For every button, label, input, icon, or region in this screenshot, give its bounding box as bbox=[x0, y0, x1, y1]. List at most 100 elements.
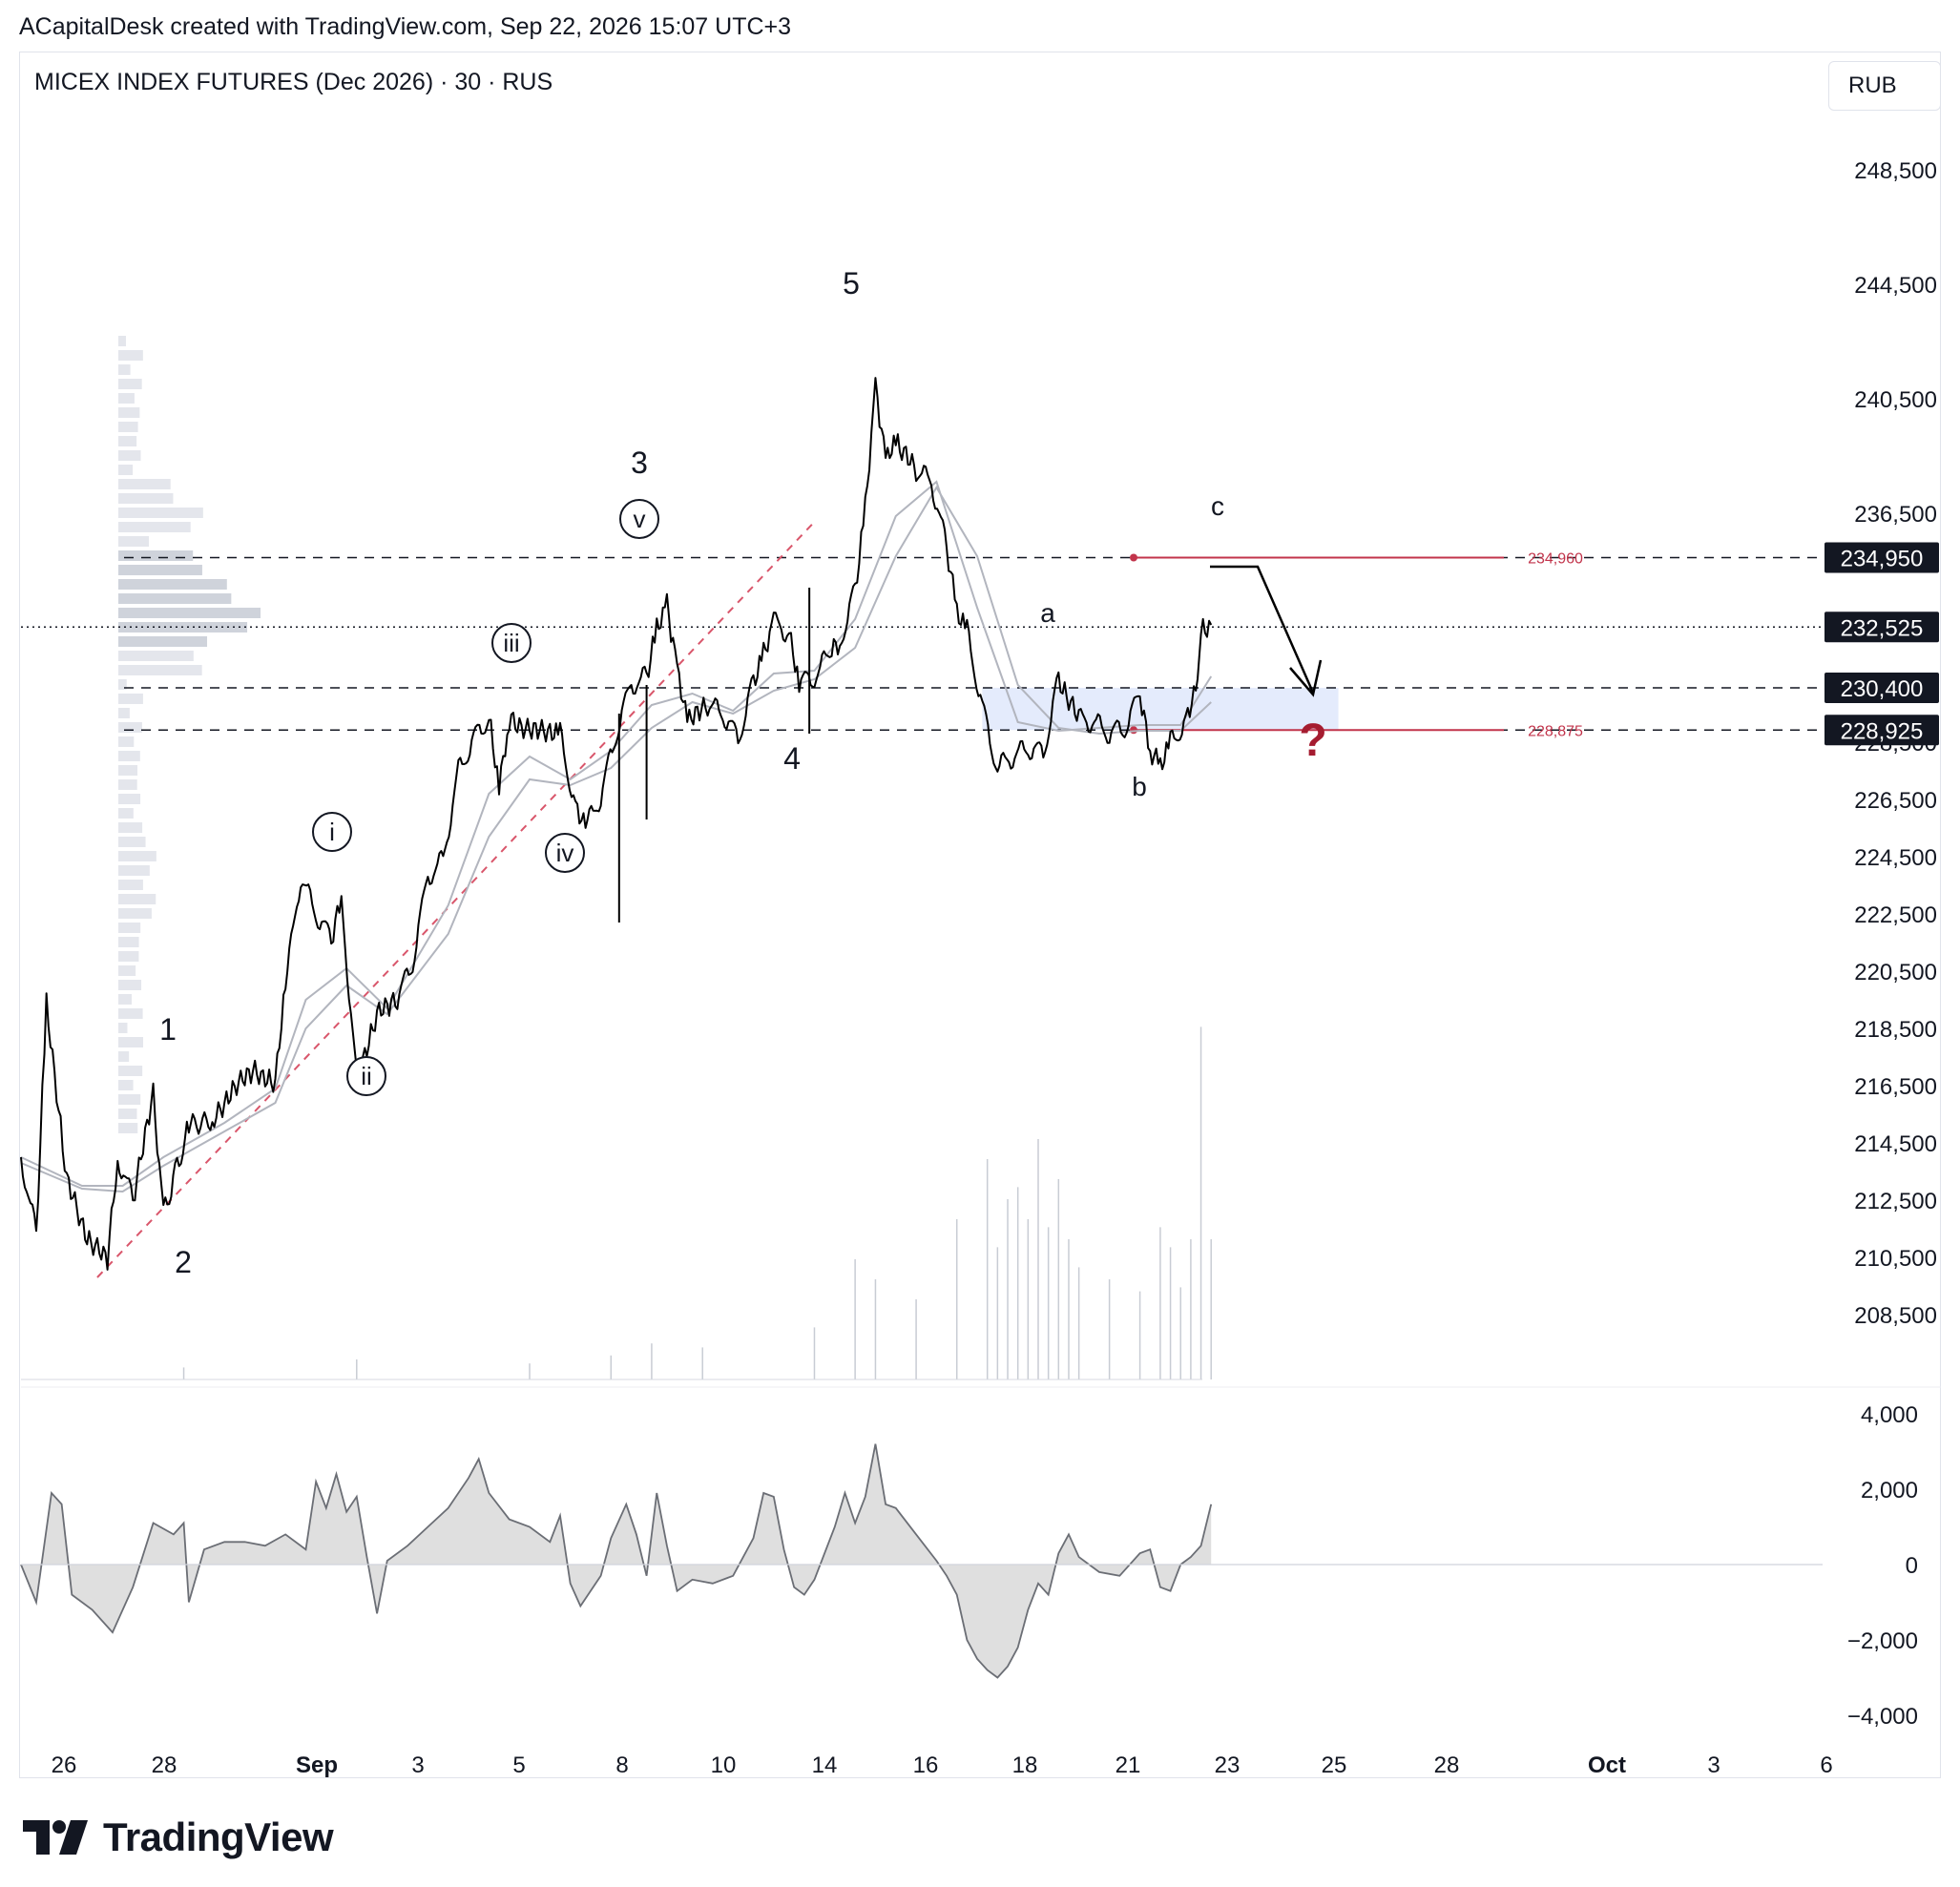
time-axis-tick: 3 bbox=[411, 1752, 424, 1778]
subwave-circle-i bbox=[312, 812, 352, 852]
volume-profile-bar bbox=[118, 422, 138, 432]
volume-profile-bar bbox=[118, 980, 142, 990]
projection-question-mark: ? bbox=[1299, 715, 1326, 766]
volume-profile-bar bbox=[118, 407, 140, 418]
red-level-anchor bbox=[1130, 726, 1137, 735]
volume-profile-bar bbox=[118, 736, 135, 747]
price-level-label: 228,925 bbox=[1841, 718, 1924, 744]
time-axis-tick: 5 bbox=[512, 1752, 525, 1778]
subwave-label-iv: iv bbox=[556, 839, 574, 867]
volume-profile-bar bbox=[118, 465, 134, 475]
volume-profile-bar bbox=[118, 536, 150, 547]
price-level-label: 232,525 bbox=[1841, 615, 1924, 641]
volume-profile-bar bbox=[118, 765, 138, 776]
oscillator-line bbox=[20, 1443, 1213, 1679]
wave-label-b: b bbox=[1132, 772, 1147, 801]
subwave-label-i: i bbox=[329, 818, 335, 846]
time-axis-tick: 28 bbox=[152, 1752, 177, 1778]
time-axis-tick: 3 bbox=[1707, 1752, 1720, 1778]
volume-profile-bar bbox=[118, 1109, 137, 1119]
subwave-circle-iv bbox=[545, 833, 585, 873]
volume-profile-bar bbox=[118, 651, 194, 661]
volume-profile-bar bbox=[118, 937, 139, 947]
volume-profile-bar bbox=[118, 908, 152, 919]
price-axis-tick: 222,500 bbox=[1854, 902, 1937, 928]
price-level-badge bbox=[1824, 612, 1939, 643]
subwave-circle-v bbox=[619, 499, 659, 539]
wave-label-4: 4 bbox=[783, 741, 801, 776]
red-level-label: 228,875 bbox=[1528, 723, 1583, 739]
volume-profile-bar bbox=[118, 1066, 143, 1076]
volume-profile-bar bbox=[118, 593, 232, 604]
price-chart[interactable]: 248,500244,500240,500236,500232,500230,5… bbox=[0, 0, 1960, 1794]
volume-profile-bar bbox=[118, 808, 134, 819]
price-axis-tick: 244,500 bbox=[1854, 273, 1937, 299]
volume-profile-bar bbox=[118, 851, 156, 861]
volume-profile-bar bbox=[118, 436, 137, 446]
time-axis-tick: 6 bbox=[1820, 1752, 1832, 1778]
volume-profile-bar bbox=[118, 1023, 128, 1033]
projection-arrow bbox=[1210, 565, 1315, 694]
volume-profile-bar bbox=[118, 350, 143, 361]
price-axis-tick: 210,500 bbox=[1854, 1246, 1937, 1272]
tradingview-logo[interactable]: TradingView bbox=[23, 1814, 334, 1859]
volume-profile-bar bbox=[118, 508, 203, 518]
volume-profile-bar bbox=[118, 751, 140, 761]
trendline bbox=[96, 521, 816, 1278]
price-axis-tick: 216,500 bbox=[1854, 1074, 1937, 1100]
price-axis-tick: 224,500 bbox=[1854, 845, 1937, 871]
oscillator-axis-tick: 0 bbox=[1906, 1553, 1918, 1579]
volume-profile-bar bbox=[118, 679, 127, 690]
price-level-label: 230,400 bbox=[1841, 676, 1924, 702]
price-axis-tick: 248,500 bbox=[1854, 158, 1937, 184]
wave-label-2: 2 bbox=[175, 1245, 192, 1279]
oscillator-axis-tick: −4,000 bbox=[1847, 1704, 1918, 1730]
time-axis-tick: 8 bbox=[615, 1752, 628, 1778]
moving-average-line bbox=[20, 486, 1212, 1193]
volume-profile-bar bbox=[118, 994, 132, 1005]
volume-profile-bar bbox=[118, 822, 143, 833]
volume-profile-bar bbox=[118, 393, 135, 404]
price-axis-tick: 214,500 bbox=[1854, 1131, 1937, 1157]
price-axis-tick: 208,500 bbox=[1854, 1303, 1937, 1329]
volume-profile-bar bbox=[118, 336, 126, 346]
oscillator-axis-tick: 4,000 bbox=[1861, 1402, 1918, 1428]
time-axis-tick: 21 bbox=[1116, 1752, 1141, 1778]
volume-profile-bar bbox=[118, 779, 137, 790]
price-axis-tick: 240,500 bbox=[1854, 387, 1937, 413]
time-axis-tick: 25 bbox=[1322, 1752, 1347, 1778]
price-axis-tick: 236,500 bbox=[1854, 502, 1937, 528]
volume-profile-bar bbox=[118, 951, 139, 962]
volume-profile-bar bbox=[118, 479, 171, 489]
volume-profile-bar bbox=[118, 880, 143, 890]
price-level-badge bbox=[1824, 542, 1939, 573]
wave-label-a: a bbox=[1040, 598, 1055, 628]
price-axis-tick: 220,500 bbox=[1854, 960, 1937, 985]
volume-profile-bar bbox=[118, 1008, 143, 1019]
red-level-anchor bbox=[1130, 553, 1137, 562]
time-axis-tick: Sep bbox=[296, 1752, 338, 1778]
volume-profile-bar bbox=[118, 1094, 141, 1105]
volume-profile-bar bbox=[118, 794, 141, 804]
symbol-title[interactable]: MICEX INDEX FUTURES (Dec 2026) · 30 · RU… bbox=[34, 69, 553, 95]
currency-button[interactable]: RUB bbox=[1828, 61, 1941, 111]
volume-profile-bar bbox=[118, 837, 146, 847]
volume-profile-bar bbox=[118, 665, 202, 675]
consolidation-zone bbox=[982, 688, 1339, 731]
oscillator-area bbox=[21, 1443, 1212, 1678]
volume-profile-bar bbox=[118, 722, 142, 733]
time-axis-tick: 23 bbox=[1215, 1752, 1241, 1778]
wave-label-1: 1 bbox=[159, 1012, 177, 1047]
price-axis-tick: 218,500 bbox=[1854, 1017, 1937, 1043]
volume-profile-bar bbox=[118, 1123, 138, 1133]
price-level-badge bbox=[1824, 715, 1939, 746]
volume-profile-bar bbox=[118, 522, 191, 532]
time-axis-tick: Oct bbox=[1588, 1752, 1626, 1778]
wave-label-3: 3 bbox=[631, 446, 648, 480]
time-axis-tick: 28 bbox=[1434, 1752, 1460, 1778]
subwave-label-iii: iii bbox=[503, 629, 519, 657]
subwave-circle-iii bbox=[491, 623, 532, 663]
volume-profile-bar bbox=[118, 550, 194, 561]
volume-profile-bar bbox=[118, 708, 130, 718]
red-level-label: 234,960 bbox=[1528, 551, 1583, 568]
